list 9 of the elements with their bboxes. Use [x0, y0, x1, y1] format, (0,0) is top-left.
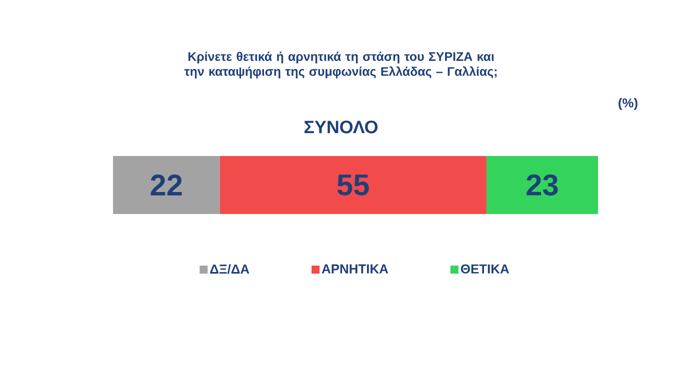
chart-subtitle: ΣΥΝΟΛΟ — [304, 120, 378, 134]
legend-label: ΑΡΝΗΤΙΚΑ — [322, 264, 388, 274]
data-label: 55 — [337, 174, 369, 196]
text: (%) — [618, 98, 638, 110]
legend-label: ΘΕΤΙΚΑ — [460, 264, 510, 274]
data-label: 23 — [526, 174, 558, 196]
chart-title: Κρίνετε θετικά ή αρνητικά τη στάση του ΣΥΡΙΖΑ και την καταψήφιση της συμφωνίας Ελλάδας – Γαλλίας; — [184, 52, 497, 78]
data-label: 22 — [150, 174, 182, 196]
legend-label: ΔΞ/ΔΑ — [210, 264, 250, 274]
